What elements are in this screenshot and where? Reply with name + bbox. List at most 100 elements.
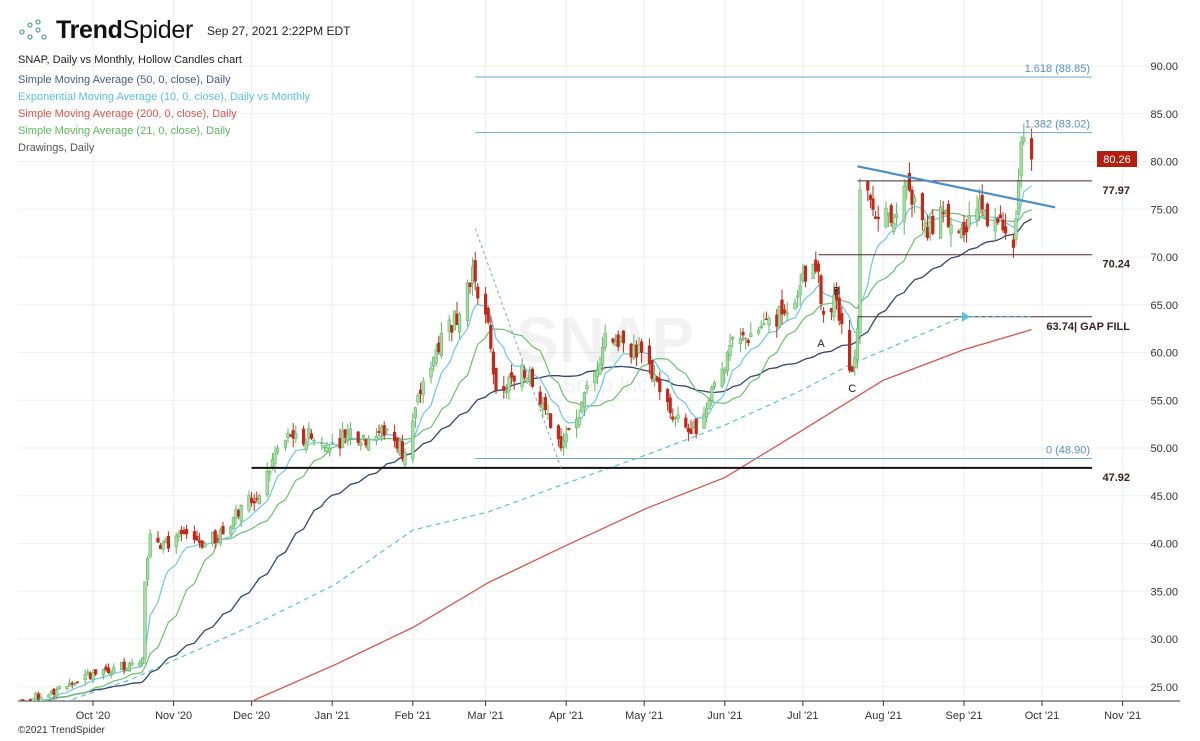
candle <box>866 180 870 202</box>
candle <box>694 418 698 439</box>
candle <box>166 531 171 553</box>
candle <box>213 529 217 549</box>
candle <box>798 273 802 306</box>
candle <box>231 517 236 530</box>
candle <box>122 657 126 675</box>
candle <box>28 698 33 701</box>
candle <box>647 338 651 375</box>
candle <box>574 409 579 438</box>
candle <box>148 528 152 559</box>
candle <box>868 193 872 208</box>
candle <box>382 421 386 440</box>
candle <box>470 257 475 296</box>
candle <box>686 423 690 442</box>
candle <box>577 409 581 428</box>
candle <box>385 427 389 436</box>
candle <box>252 493 256 512</box>
candle <box>858 178 862 344</box>
fib-anchor-line[interactable] <box>474 228 562 469</box>
candle <box>507 373 511 400</box>
candle <box>468 282 472 294</box>
candle <box>889 203 893 227</box>
candle <box>182 526 186 535</box>
candle <box>257 493 262 505</box>
candle <box>853 349 857 376</box>
candle <box>593 370 597 392</box>
candle <box>975 195 979 228</box>
legend-drawings[interactable]: Drawings, Daily <box>18 142 95 154</box>
candle <box>730 335 735 348</box>
candle <box>749 322 753 337</box>
candle <box>195 530 199 541</box>
candle <box>301 425 306 447</box>
candle <box>237 508 241 520</box>
candle <box>161 539 165 554</box>
candle <box>959 223 963 239</box>
footer-copyright: ©2021 TrendSpider <box>18 725 105 736</box>
candle <box>512 375 516 390</box>
legend-sma21[interactable]: Simple Moving Average (21, 0, close), Da… <box>18 125 231 137</box>
x-tick-label: Apr '21 <box>549 710 584 722</box>
candle <box>338 428 342 457</box>
candle <box>120 661 124 671</box>
fib-level-label: 1.618 (88.85) <box>1025 63 1090 75</box>
candle <box>330 433 334 445</box>
candle <box>777 305 781 329</box>
candle <box>68 678 72 687</box>
candle <box>1011 233 1015 258</box>
candle <box>18 698 22 701</box>
candle <box>221 521 225 535</box>
candle <box>431 356 436 372</box>
candle <box>494 367 498 395</box>
candle <box>871 185 875 217</box>
candle <box>138 659 142 667</box>
candle <box>684 413 688 429</box>
candle <box>486 305 490 325</box>
candle <box>36 691 40 701</box>
candle <box>582 391 586 417</box>
candle <box>847 319 852 374</box>
candle <box>650 359 654 383</box>
candle <box>946 200 950 228</box>
candle <box>816 260 820 284</box>
candle <box>829 307 833 321</box>
point-label-c: C <box>848 383 856 395</box>
candle <box>192 525 197 544</box>
candle <box>821 306 826 323</box>
timestamp: Sep 27, 2021 2:22PM EDT <box>207 23 351 38</box>
candle <box>234 504 238 526</box>
candle <box>884 201 888 229</box>
candle <box>996 216 1000 225</box>
arrow-icon <box>962 311 970 322</box>
candle <box>294 425 298 444</box>
descending-trendline[interactable] <box>857 165 1056 209</box>
candle <box>83 669 87 685</box>
legend-ema10[interactable]: Exponential Moving Average (10, 0, close… <box>18 91 311 103</box>
candle <box>894 202 898 226</box>
candle <box>130 658 134 666</box>
candle <box>543 393 547 415</box>
sma200-line <box>253 328 1032 701</box>
candle <box>834 282 839 310</box>
level-label: 47.92 <box>1102 472 1130 484</box>
candle <box>941 200 945 223</box>
candle <box>639 338 644 364</box>
legend-sma50[interactable]: Simple Moving Average (50, 0, close), Da… <box>18 74 231 86</box>
candle <box>146 556 150 587</box>
candle <box>725 350 729 377</box>
candle <box>502 375 506 399</box>
candle <box>273 446 277 473</box>
legend-sma200[interactable]: Simple Moving Average (200, 0, close), D… <box>18 108 237 120</box>
candle <box>291 423 295 448</box>
candle <box>185 524 189 540</box>
candle <box>200 539 204 549</box>
candle <box>356 430 360 446</box>
candle <box>993 207 997 241</box>
candle <box>855 318 859 369</box>
candle <box>400 434 405 462</box>
y-tick-label: 90.00 <box>1150 61 1178 73</box>
candle <box>689 419 693 435</box>
candle <box>767 315 771 334</box>
candle <box>691 420 696 429</box>
